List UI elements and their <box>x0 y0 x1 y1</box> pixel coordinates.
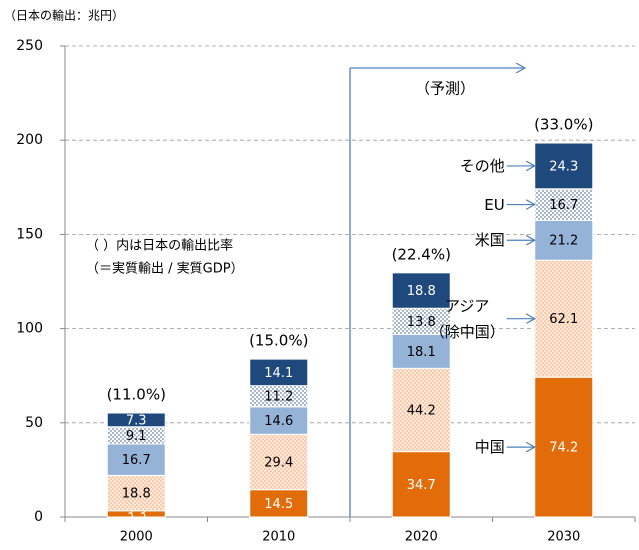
data-label: 34.7 <box>407 478 436 493</box>
data-label: 62.1 <box>549 312 578 327</box>
data-label: 13.8 <box>407 315 436 330</box>
bar-segment <box>534 259 594 378</box>
data-label: 11.2 <box>264 390 293 405</box>
x-tick-label: 2000 <box>120 530 153 545</box>
data-label: 14.1 <box>264 366 293 381</box>
bar-segment <box>391 451 451 518</box>
y-tick-label: 200 <box>16 132 43 148</box>
y-tick-label: 250 <box>16 38 43 54</box>
legend-entry: その他 <box>459 156 505 175</box>
bar-segment <box>391 307 451 335</box>
bar-segment <box>106 412 166 428</box>
legend-label: 中国 <box>474 438 505 457</box>
bar-segment <box>249 358 309 387</box>
data-label: 44.2 <box>407 403 436 418</box>
top-label: (33.0%) <box>534 116 593 134</box>
legend-entry: EU <box>484 195 505 214</box>
legend-label: EU <box>484 195 505 214</box>
data-label: 14.6 <box>264 414 293 429</box>
top-label: (22.4%) <box>392 245 451 263</box>
x-tick-label: 2030 <box>547 530 580 545</box>
data-label: 14.5 <box>264 497 293 512</box>
legend-label: その他 <box>459 156 505 175</box>
data-label: 18.8 <box>407 284 436 299</box>
y-tick-label: 0 <box>34 509 43 525</box>
x-tick-label: 2020 <box>405 530 438 545</box>
top-label: (15.0%) <box>249 332 308 350</box>
y-tick-label: 150 <box>16 226 43 242</box>
bar-segment <box>249 433 309 491</box>
data-label: 16.7 <box>122 453 151 468</box>
y-tick-label: 100 <box>16 321 43 337</box>
legend-entry: 中国 <box>474 438 505 457</box>
legend-entry: 米国 <box>474 231 505 250</box>
bar-segment <box>106 474 166 512</box>
y-tick-label: 50 <box>25 415 43 431</box>
bar-segment <box>534 376 594 518</box>
note-line: （ ）内は日本の輸出比率 <box>86 238 233 254</box>
data-label: 18.8 <box>122 487 151 502</box>
data-label: 16.7 <box>549 198 578 213</box>
data-label: 7.3 <box>126 413 147 428</box>
data-label: 74.2 <box>549 441 578 456</box>
bar-segment <box>249 406 309 435</box>
legend-label: 米国 <box>474 231 505 250</box>
forecast-label: （予測） <box>415 80 475 98</box>
data-label: 29.4 <box>264 455 293 470</box>
top-label: (11.0%) <box>107 386 166 404</box>
legend-entry: アジア （除中国） <box>429 296 505 341</box>
bar-segment <box>249 489 309 518</box>
legend-label: アジア （除中国） <box>429 296 505 341</box>
bar-segment <box>391 333 451 369</box>
bar-segment <box>391 272 451 309</box>
note-line: （＝実質輸出 / 実質GDP） <box>86 261 244 277</box>
unit-note: （日本の輸出：兆円） <box>4 8 124 23</box>
data-label: 18.1 <box>407 345 436 360</box>
bar-segment <box>391 367 451 453</box>
x-tick-label: 2010 <box>262 530 295 545</box>
data-label: 9.1 <box>126 429 147 444</box>
data-label: 24.3 <box>549 159 578 174</box>
data-label: 21.2 <box>549 234 578 249</box>
bar-segment <box>106 443 166 476</box>
